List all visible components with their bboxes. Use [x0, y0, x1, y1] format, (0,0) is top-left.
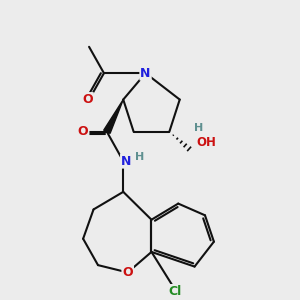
- Text: O: O: [82, 93, 93, 106]
- Text: H: H: [135, 152, 144, 162]
- Text: OH: OH: [196, 136, 216, 148]
- Text: O: O: [122, 266, 133, 279]
- Text: O: O: [78, 125, 88, 138]
- Polygon shape: [104, 100, 123, 134]
- Text: N: N: [121, 154, 131, 168]
- Text: H: H: [194, 123, 204, 133]
- Text: N: N: [140, 67, 151, 80]
- Text: Cl: Cl: [169, 285, 182, 298]
